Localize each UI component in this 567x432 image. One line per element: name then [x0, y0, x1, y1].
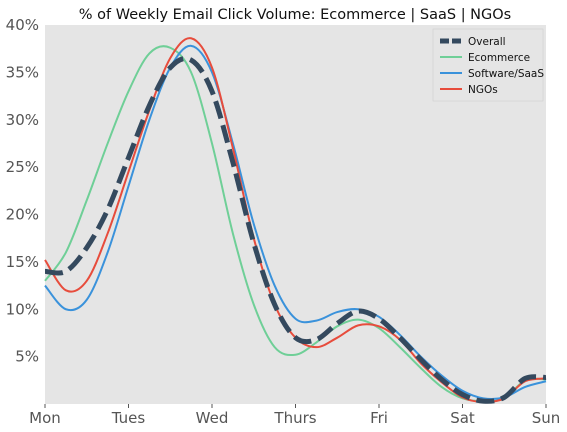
series-line-software-saas — [44, 44, 547, 400]
x-tick-label: Fri — [370, 409, 388, 427]
x-tick-label: Sat — [450, 409, 475, 427]
x-tick-label: Wed — [196, 409, 229, 427]
y-tick-label: 15% — [6, 253, 39, 271]
x-tick-label: Thurs — [273, 409, 316, 427]
x-tick-label: Mon — [29, 409, 61, 427]
y-tick-label: 5% — [15, 348, 39, 366]
series-line-overall — [44, 56, 547, 404]
x-tick-label: Tues — [111, 409, 146, 427]
y-tick-label: 20% — [6, 206, 39, 224]
y-axis: 5% 10% 15% 20% 25% 30% 35% 40% — [6, 16, 39, 366]
y-tick-label: 40% — [6, 16, 39, 34]
y-tick-label: 10% — [6, 300, 39, 318]
x-axis: Mon Tues Wed Thurs Fri Sat Sun — [29, 404, 560, 427]
legend: Overall Ecommerce Software/SaaS NGOs — [432, 28, 544, 102]
y-tick-label: 35% — [6, 63, 39, 81]
legend-label: Software/SaaS — [468, 68, 544, 80]
legend-label: NGOs — [468, 84, 498, 96]
y-tick-label: 25% — [6, 158, 39, 176]
legend-label: Ecommerce — [468, 52, 530, 64]
x-tick-label: Sun — [532, 409, 561, 427]
chart-title: % of Weekly Email Click Volume: Ecommerc… — [79, 7, 512, 23]
series-layer — [44, 37, 547, 404]
y-tick-label: 30% — [6, 111, 39, 129]
legend-label: Overall — [468, 36, 506, 48]
